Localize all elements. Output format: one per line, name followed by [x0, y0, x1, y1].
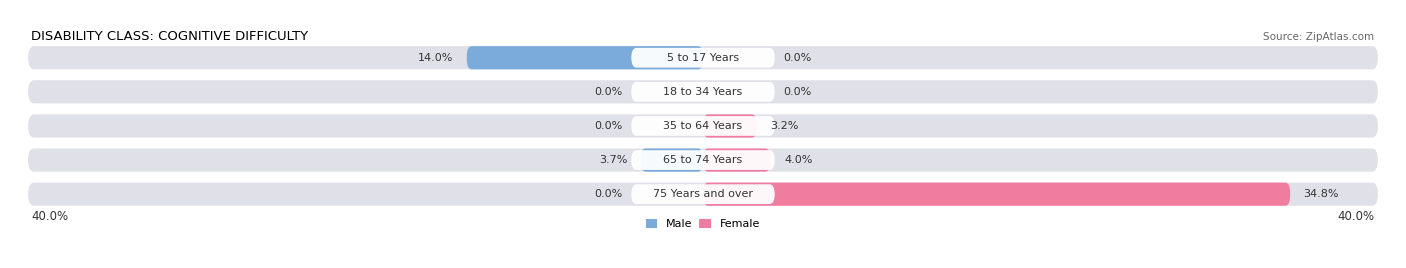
- Text: 0.0%: 0.0%: [783, 87, 811, 97]
- FancyBboxPatch shape: [703, 114, 756, 137]
- Text: 40.0%: 40.0%: [31, 210, 69, 223]
- FancyBboxPatch shape: [467, 46, 703, 69]
- Text: Source: ZipAtlas.com: Source: ZipAtlas.com: [1264, 32, 1375, 42]
- Text: 0.0%: 0.0%: [595, 189, 623, 199]
- Text: 0.0%: 0.0%: [783, 53, 811, 63]
- FancyBboxPatch shape: [28, 183, 1378, 206]
- Text: 4.0%: 4.0%: [785, 155, 813, 165]
- Text: DISABILITY CLASS: COGNITIVE DIFFICULTY: DISABILITY CLASS: COGNITIVE DIFFICULTY: [31, 30, 309, 43]
- Text: 0.0%: 0.0%: [595, 121, 623, 131]
- Text: 34.8%: 34.8%: [1303, 189, 1339, 199]
- FancyBboxPatch shape: [631, 116, 775, 136]
- Text: 3.2%: 3.2%: [770, 121, 799, 131]
- Text: 40.0%: 40.0%: [1337, 210, 1375, 223]
- Text: 18 to 34 Years: 18 to 34 Years: [664, 87, 742, 97]
- FancyBboxPatch shape: [631, 48, 775, 68]
- FancyBboxPatch shape: [28, 148, 1378, 172]
- Text: 65 to 74 Years: 65 to 74 Years: [664, 155, 742, 165]
- Text: 35 to 64 Years: 35 to 64 Years: [664, 121, 742, 131]
- Text: 3.7%: 3.7%: [599, 155, 627, 165]
- FancyBboxPatch shape: [631, 184, 775, 204]
- Legend: Male, Female: Male, Female: [647, 219, 759, 229]
- FancyBboxPatch shape: [631, 150, 775, 170]
- Text: 0.0%: 0.0%: [595, 87, 623, 97]
- FancyBboxPatch shape: [631, 82, 775, 102]
- FancyBboxPatch shape: [703, 183, 1291, 206]
- FancyBboxPatch shape: [28, 80, 1378, 103]
- Text: 14.0%: 14.0%: [418, 53, 453, 63]
- FancyBboxPatch shape: [703, 148, 770, 172]
- Text: 5 to 17 Years: 5 to 17 Years: [666, 53, 740, 63]
- FancyBboxPatch shape: [28, 114, 1378, 137]
- Text: 75 Years and over: 75 Years and over: [652, 189, 754, 199]
- FancyBboxPatch shape: [28, 46, 1378, 69]
- FancyBboxPatch shape: [641, 148, 703, 172]
